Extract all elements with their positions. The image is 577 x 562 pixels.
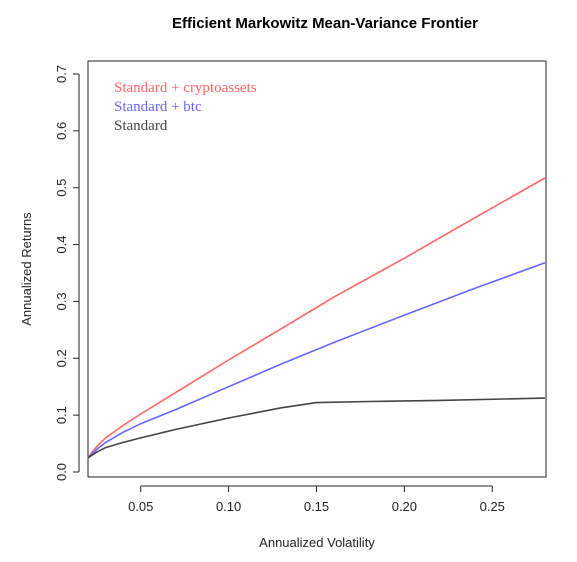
plot-frame (87, 60, 547, 478)
y-tick-label: 0.7 (54, 65, 69, 83)
y-tick-label: 0.2 (54, 349, 69, 367)
legend-entry-0: Standard + cryptoassets (114, 80, 257, 96)
x-tick-label: 0.20 (392, 499, 417, 514)
chart-title: Efficient Markowitz Mean-Variance Fronti… (172, 15, 478, 32)
x-tick-label: 0.25 (480, 499, 505, 514)
series-line-2 (87, 397, 546, 459)
x-tick-label: 0.15 (304, 499, 329, 514)
y-tick-label: 0.0 (54, 463, 69, 481)
x-tick-label: 0.10 (216, 499, 241, 514)
y-axis-label: Annualized Returns (19, 212, 34, 326)
series-line-0 (87, 177, 546, 459)
x-tick-label: 0.05 (128, 499, 153, 514)
legend-entry-1: Standard + btc (114, 99, 202, 115)
series-lines (87, 177, 546, 459)
series-line-1 (87, 262, 546, 459)
x-axis: 0.05 0.10 0.15 0.20 0.25 (128, 485, 505, 514)
x-axis-label: Annualized Volatility (259, 535, 375, 550)
y-tick-label: 0.6 (54, 122, 69, 140)
y-tick-label: 0.3 (54, 292, 69, 310)
legend: Standard + cryptoassets Standard + btc Sta… (114, 80, 257, 134)
plot-area (87, 60, 547, 478)
y-tick-label: 0.4 (54, 236, 69, 254)
y-tick-label: 0.1 (54, 406, 69, 424)
y-axis: 0.0 0.1 0.2 0.3 0.4 0.5 0.6 0.7 (54, 65, 80, 481)
legend-entry-2: Standard (114, 118, 168, 134)
y-tick-label: 0.5 (54, 179, 69, 197)
